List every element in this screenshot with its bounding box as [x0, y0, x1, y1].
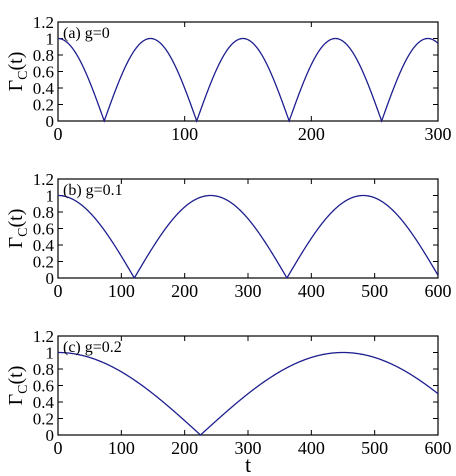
- x-tick-label: 500: [361, 281, 388, 301]
- x-tick-label: 200: [171, 281, 198, 301]
- y-tick-label: 1.2: [33, 13, 54, 32]
- panel-b-y-ticks: 00.20.40.60.811.2: [33, 170, 438, 288]
- panel-c-y-axis-label: ΓC(t): [5, 366, 31, 406]
- x-tick-label: 200: [171, 438, 198, 458]
- panel-b-x-ticks: 0 100 200 300 400 500 600: [54, 179, 452, 301]
- y-tick-label: 0.4: [33, 236, 55, 255]
- panel-b: 00.20.40.60.811.2 0 100 200 300 400 500 600 (b…: [5, 170, 452, 301]
- y-tick-label: 0.6: [33, 377, 54, 396]
- panel-c-y-ticks: 00.20.40.60.811.2: [33, 327, 438, 445]
- x-tick-label: 300: [235, 281, 262, 301]
- panel-c-x-ticks: 0 100 200 300 400 500 600: [54, 336, 452, 458]
- panel-c: 00.20.40.60.811.2 0 100 200 300 400 500 600 (c…: [5, 327, 452, 476]
- y-tick-label: 1: [46, 344, 55, 363]
- panel-c-label: (c) g=0.2: [63, 339, 122, 356]
- panel-a-y-axis-label: ΓC(t): [5, 52, 31, 92]
- panel-b-label: (b) g=0.1: [63, 182, 123, 199]
- y-tick-label: 0.4: [33, 393, 55, 412]
- y-tick-label: 1: [46, 187, 55, 206]
- y-tick-label: 0: [46, 426, 55, 445]
- y-tick-label: 1: [46, 30, 55, 49]
- y-tick-label: 0.4: [33, 79, 55, 98]
- x-tick-label: 300: [235, 438, 262, 458]
- panel-b-y-axis-label: ΓC(t): [5, 209, 31, 249]
- panel-b-series-line: [57, 194, 439, 279]
- x-tick-label: 0: [54, 438, 63, 458]
- panel-a-y-ticks: 00.20.40.60.811.2: [33, 13, 438, 131]
- y-tick-label: 0.2: [33, 410, 54, 429]
- y-tick-label: 0: [46, 112, 55, 131]
- x-tick-label: 100: [108, 438, 135, 458]
- panel-a-x-ticks: 0 100 200 300: [54, 22, 452, 144]
- panel-c-x-axis-label: t: [245, 452, 251, 476]
- x-tick-label: 400: [298, 281, 325, 301]
- y-tick-label: 1.2: [33, 170, 54, 189]
- y-tick-label: 0.8: [33, 360, 54, 379]
- x-tick-label: 600: [425, 281, 452, 301]
- y-tick-label: 0.8: [33, 46, 54, 65]
- x-tick-label: 300: [425, 124, 452, 144]
- panel-a: 00.20.40.60.811.2 0 100 200 300 (a) g=0 ΓC(…: [5, 13, 452, 144]
- x-tick-label: 200: [298, 124, 325, 144]
- x-tick-label: 0: [54, 124, 63, 144]
- x-tick-label: 100: [108, 281, 135, 301]
- y-tick-label: 0: [46, 269, 55, 288]
- panel-a-frame: [57, 21, 439, 122]
- panel-c-series-line: [58, 351, 439, 436]
- y-tick-label: 0.2: [33, 96, 54, 115]
- panel-a-series-line: [57, 37, 439, 123]
- y-tick-label: 0.6: [33, 220, 54, 239]
- y-tick-label: 1.2: [33, 327, 54, 346]
- x-tick-label: 400: [298, 438, 325, 458]
- y-tick-label: 0.6: [33, 63, 54, 82]
- x-tick-label: 0: [54, 281, 63, 301]
- y-tick-label: 0.2: [33, 253, 54, 272]
- x-tick-label: 100: [171, 124, 198, 144]
- y-tick-label: 0.8: [33, 203, 54, 222]
- panel-a-label: (a) g=0: [63, 25, 110, 42]
- x-tick-label: 500: [361, 438, 388, 458]
- x-tick-label: 600: [425, 438, 452, 458]
